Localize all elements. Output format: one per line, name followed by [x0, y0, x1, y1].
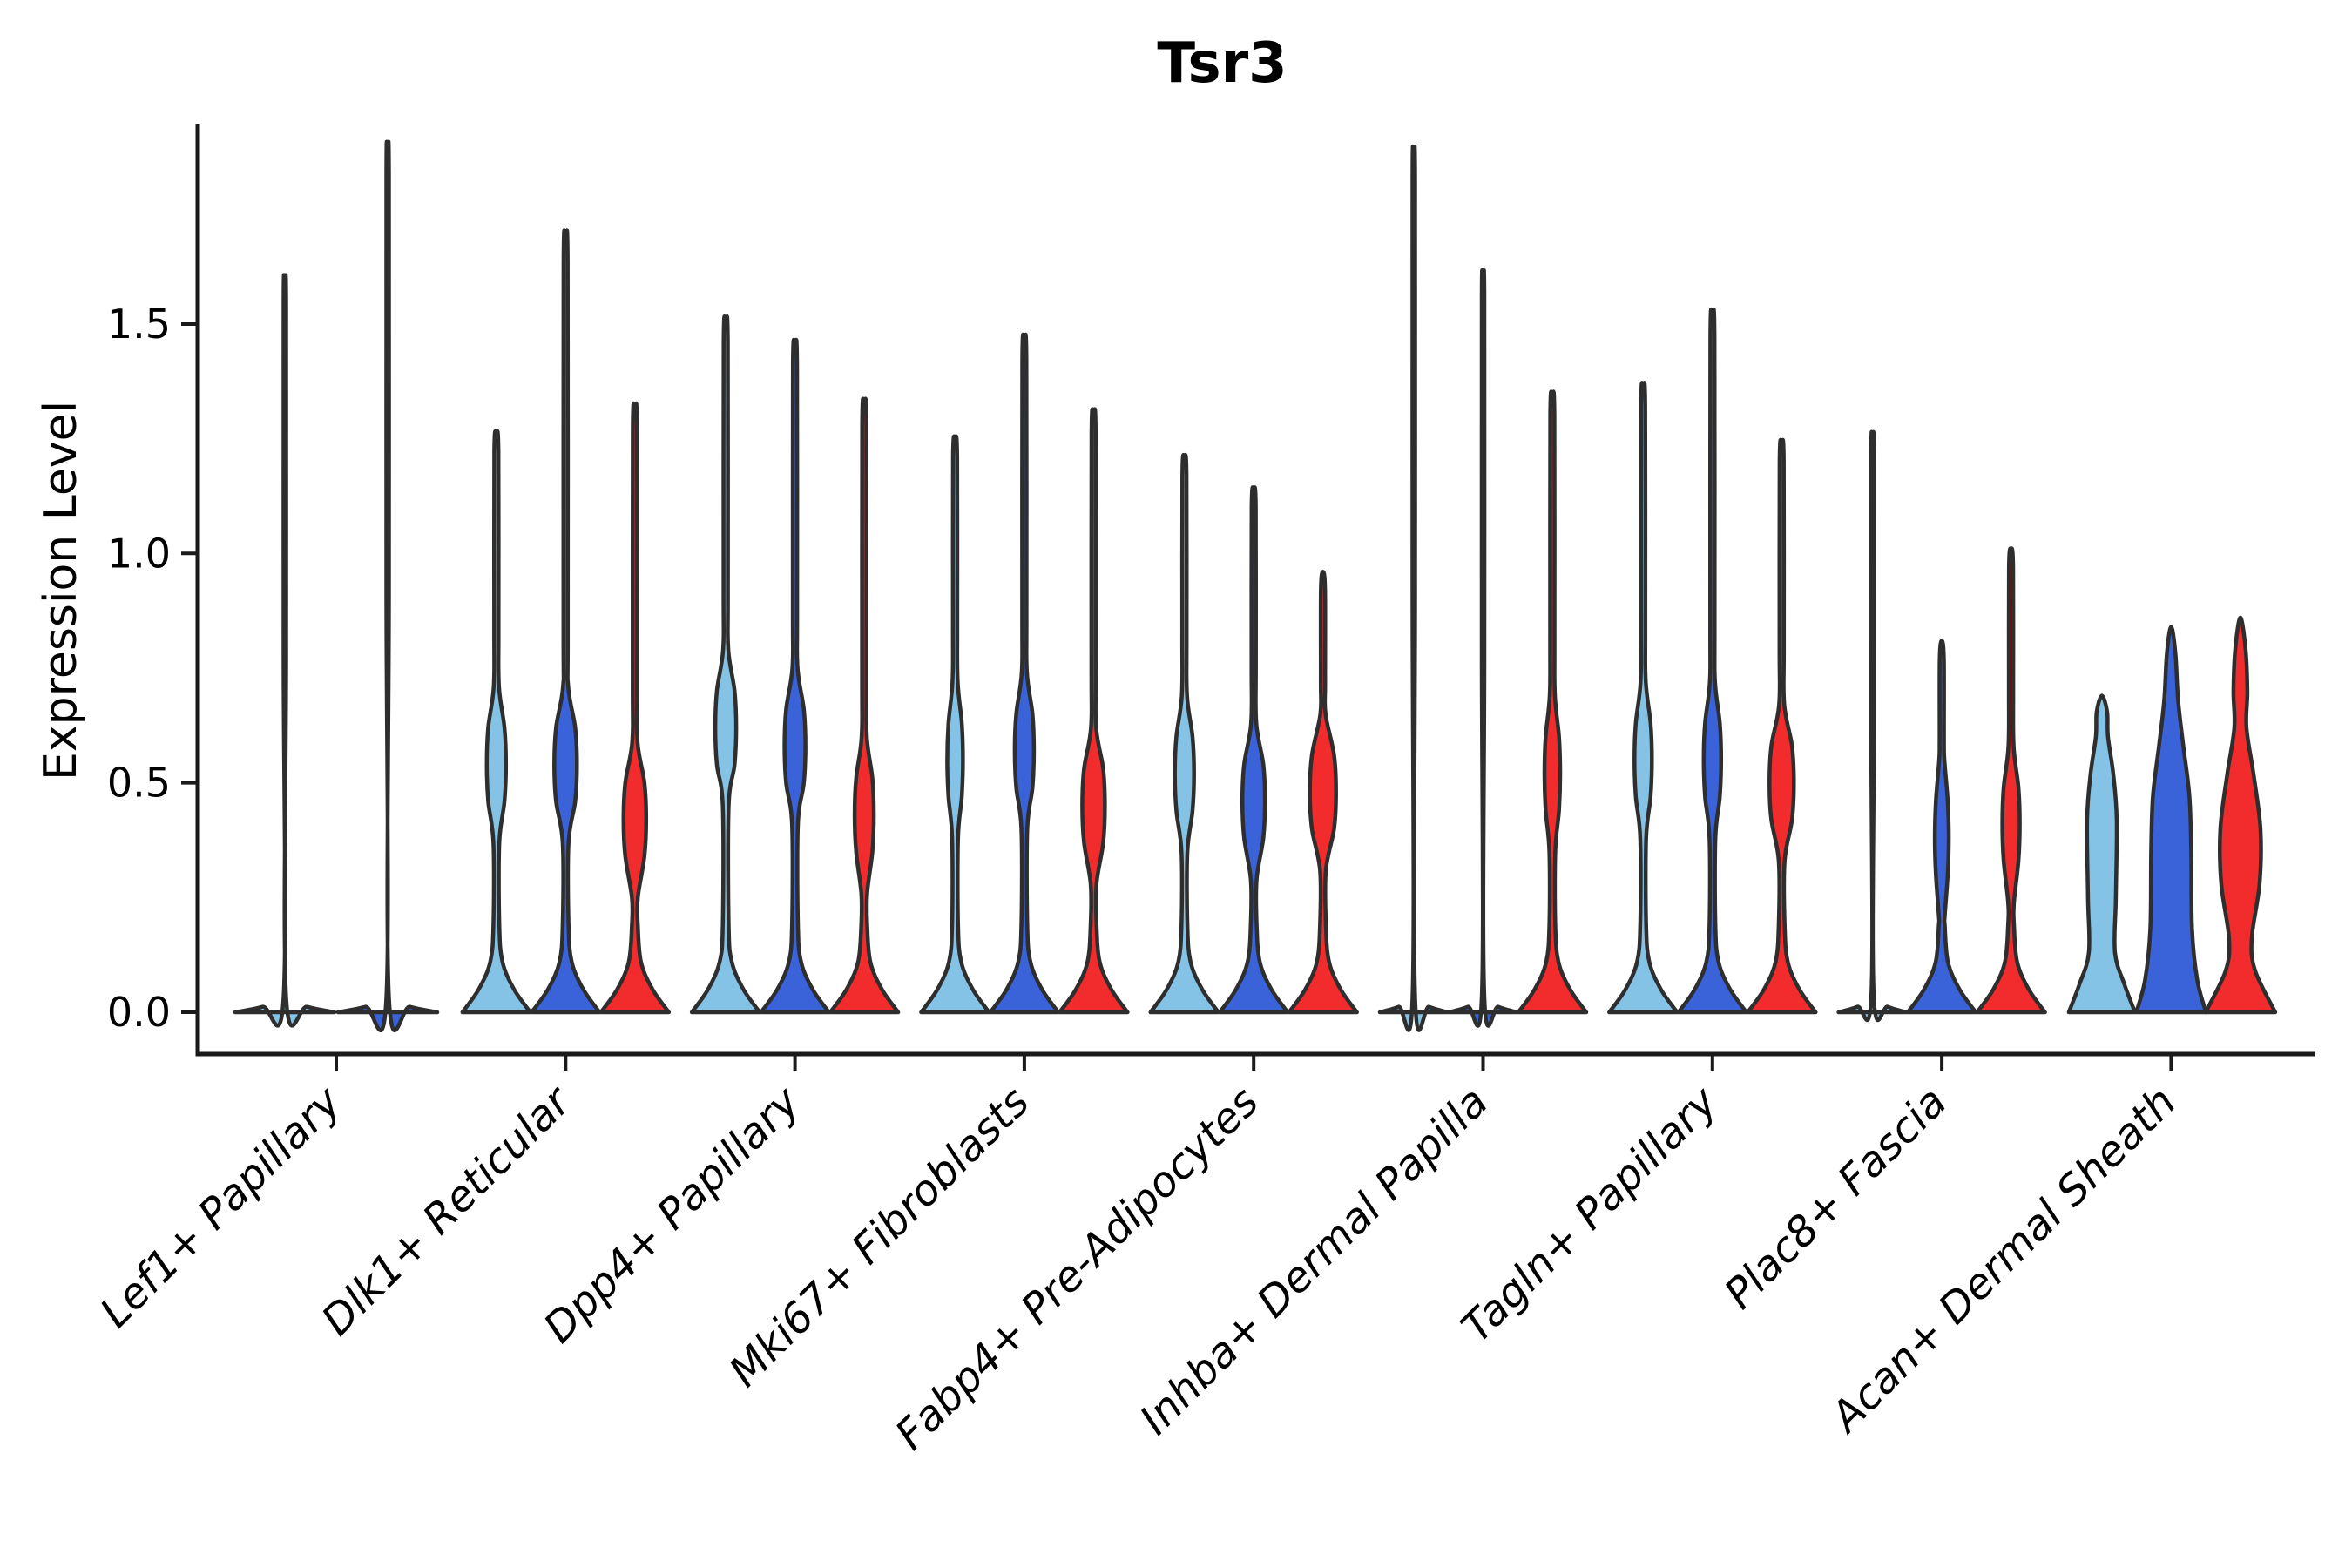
violin-8-red [2203, 615, 2278, 1015]
violin-6-blue [1676, 308, 1749, 1015]
y-tick-label: 1.0 [107, 530, 171, 577]
violin-1-light-blue [460, 429, 533, 1015]
chart-title: Tsr3 [1157, 31, 1288, 96]
x-tick-label: Lef1+ Papillary [91, 1077, 351, 1337]
violin-0-blue [335, 139, 440, 1032]
violin-5-light-blue [1377, 145, 1450, 1032]
violin-2-red [828, 396, 901, 1015]
violin-6-red [1746, 437, 1818, 1015]
violin-2-blue [759, 337, 831, 1015]
violin-0-light-blue [233, 273, 337, 1028]
violin-6-light-blue [1607, 381, 1680, 1015]
violin-5-red [1516, 389, 1589, 1015]
y-tick-label: 0.0 [107, 989, 171, 1036]
violin-4-light-blue [1148, 453, 1220, 1015]
violin-1-blue [530, 228, 602, 1015]
violin-3-light-blue [919, 434, 991, 1015]
violin-3-red [1058, 407, 1130, 1015]
y-tick-label: 1.5 [107, 301, 171, 348]
violin-7-red [1975, 546, 2047, 1015]
violin-8-blue [2134, 625, 2208, 1015]
violin-3-blue [988, 332, 1061, 1015]
violin-7-blue [1905, 639, 1978, 1015]
violin-4-red [1287, 570, 1359, 1015]
violin-7-light-blue [1836, 429, 1909, 1023]
x-tick-label: Tagln+ Papillary [1452, 1077, 1727, 1352]
x-tick-label: Plac8+ Fascia [1715, 1078, 1957, 1319]
violin-8-light-blue [2066, 693, 2138, 1015]
violin-5-blue [1447, 268, 1519, 1028]
violin-4-blue [1217, 485, 1290, 1015]
x-tick-label: Fabp4+ Pre-Adipocytes [886, 1078, 1268, 1460]
y-tick-label: 0.5 [107, 760, 171, 807]
x-tick-label: Dpp4+ Papillary [534, 1077, 809, 1352]
violin-1-red [598, 401, 672, 1015]
x-tick-label: Dlk1+ Reticular [313, 1076, 583, 1346]
violin-2-light-blue [689, 314, 762, 1015]
